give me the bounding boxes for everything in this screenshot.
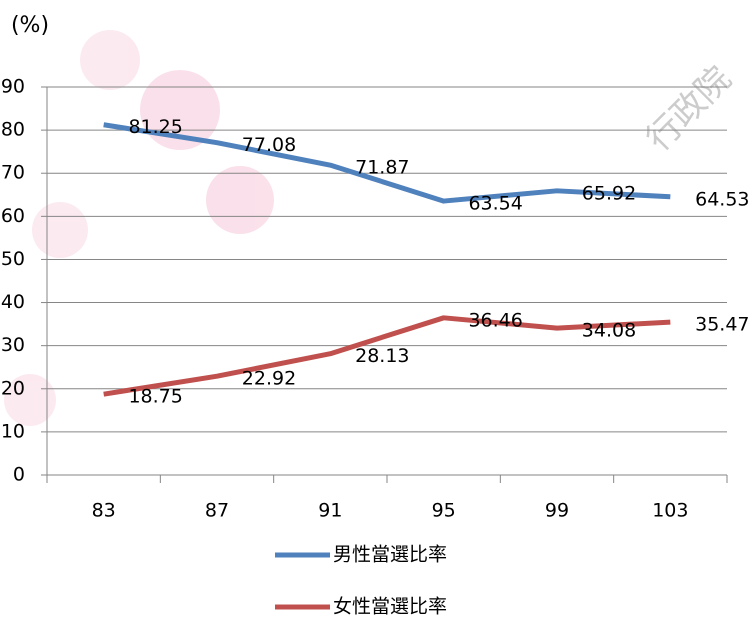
y-tick-label: 40 xyxy=(1,291,25,313)
y-tick-label: 70 xyxy=(1,162,25,184)
value-label: 77.08 xyxy=(242,134,296,156)
value-label: 18.75 xyxy=(128,386,182,408)
y-tick-label: 10 xyxy=(1,420,25,442)
watermark-blossom xyxy=(4,30,274,426)
value-label: 28.13 xyxy=(355,345,409,367)
y-tick-label: 60 xyxy=(1,205,25,227)
value-label: 64.53 xyxy=(695,188,749,210)
y-tick-label: 50 xyxy=(1,248,25,270)
x-tick-label: 95 xyxy=(432,500,456,522)
value-label: 81.25 xyxy=(128,116,182,138)
watermark-text: 行政院 xyxy=(639,59,739,159)
value-label: 65.92 xyxy=(582,182,636,204)
y-tick-label: 90 xyxy=(1,76,25,98)
series-line xyxy=(103,315,671,397)
value-label: 34.08 xyxy=(582,320,636,342)
x-tick-label: 83 xyxy=(92,500,116,522)
x-tick-label: 99 xyxy=(545,500,569,522)
legend-label: 女性當選比率 xyxy=(333,596,447,618)
value-label: 63.54 xyxy=(468,193,522,215)
y-axis-label: (%) xyxy=(11,13,49,38)
y-tick-label: 20 xyxy=(1,377,25,399)
value-label: 71.87 xyxy=(355,157,409,179)
x-tick-label: 87 xyxy=(205,500,229,522)
y-tick-label: 0 xyxy=(13,464,25,486)
value-label: 22.92 xyxy=(242,368,296,390)
x-tick-label: 103 xyxy=(652,500,688,522)
value-label: 36.46 xyxy=(468,309,522,331)
legend-label: 男性當選比率 xyxy=(333,544,447,566)
x-tick-label: 91 xyxy=(318,500,342,522)
series-line xyxy=(103,122,671,204)
y-tick-label: 30 xyxy=(1,334,25,356)
value-label: 35.47 xyxy=(695,314,749,336)
y-tick-label: 80 xyxy=(1,119,25,141)
